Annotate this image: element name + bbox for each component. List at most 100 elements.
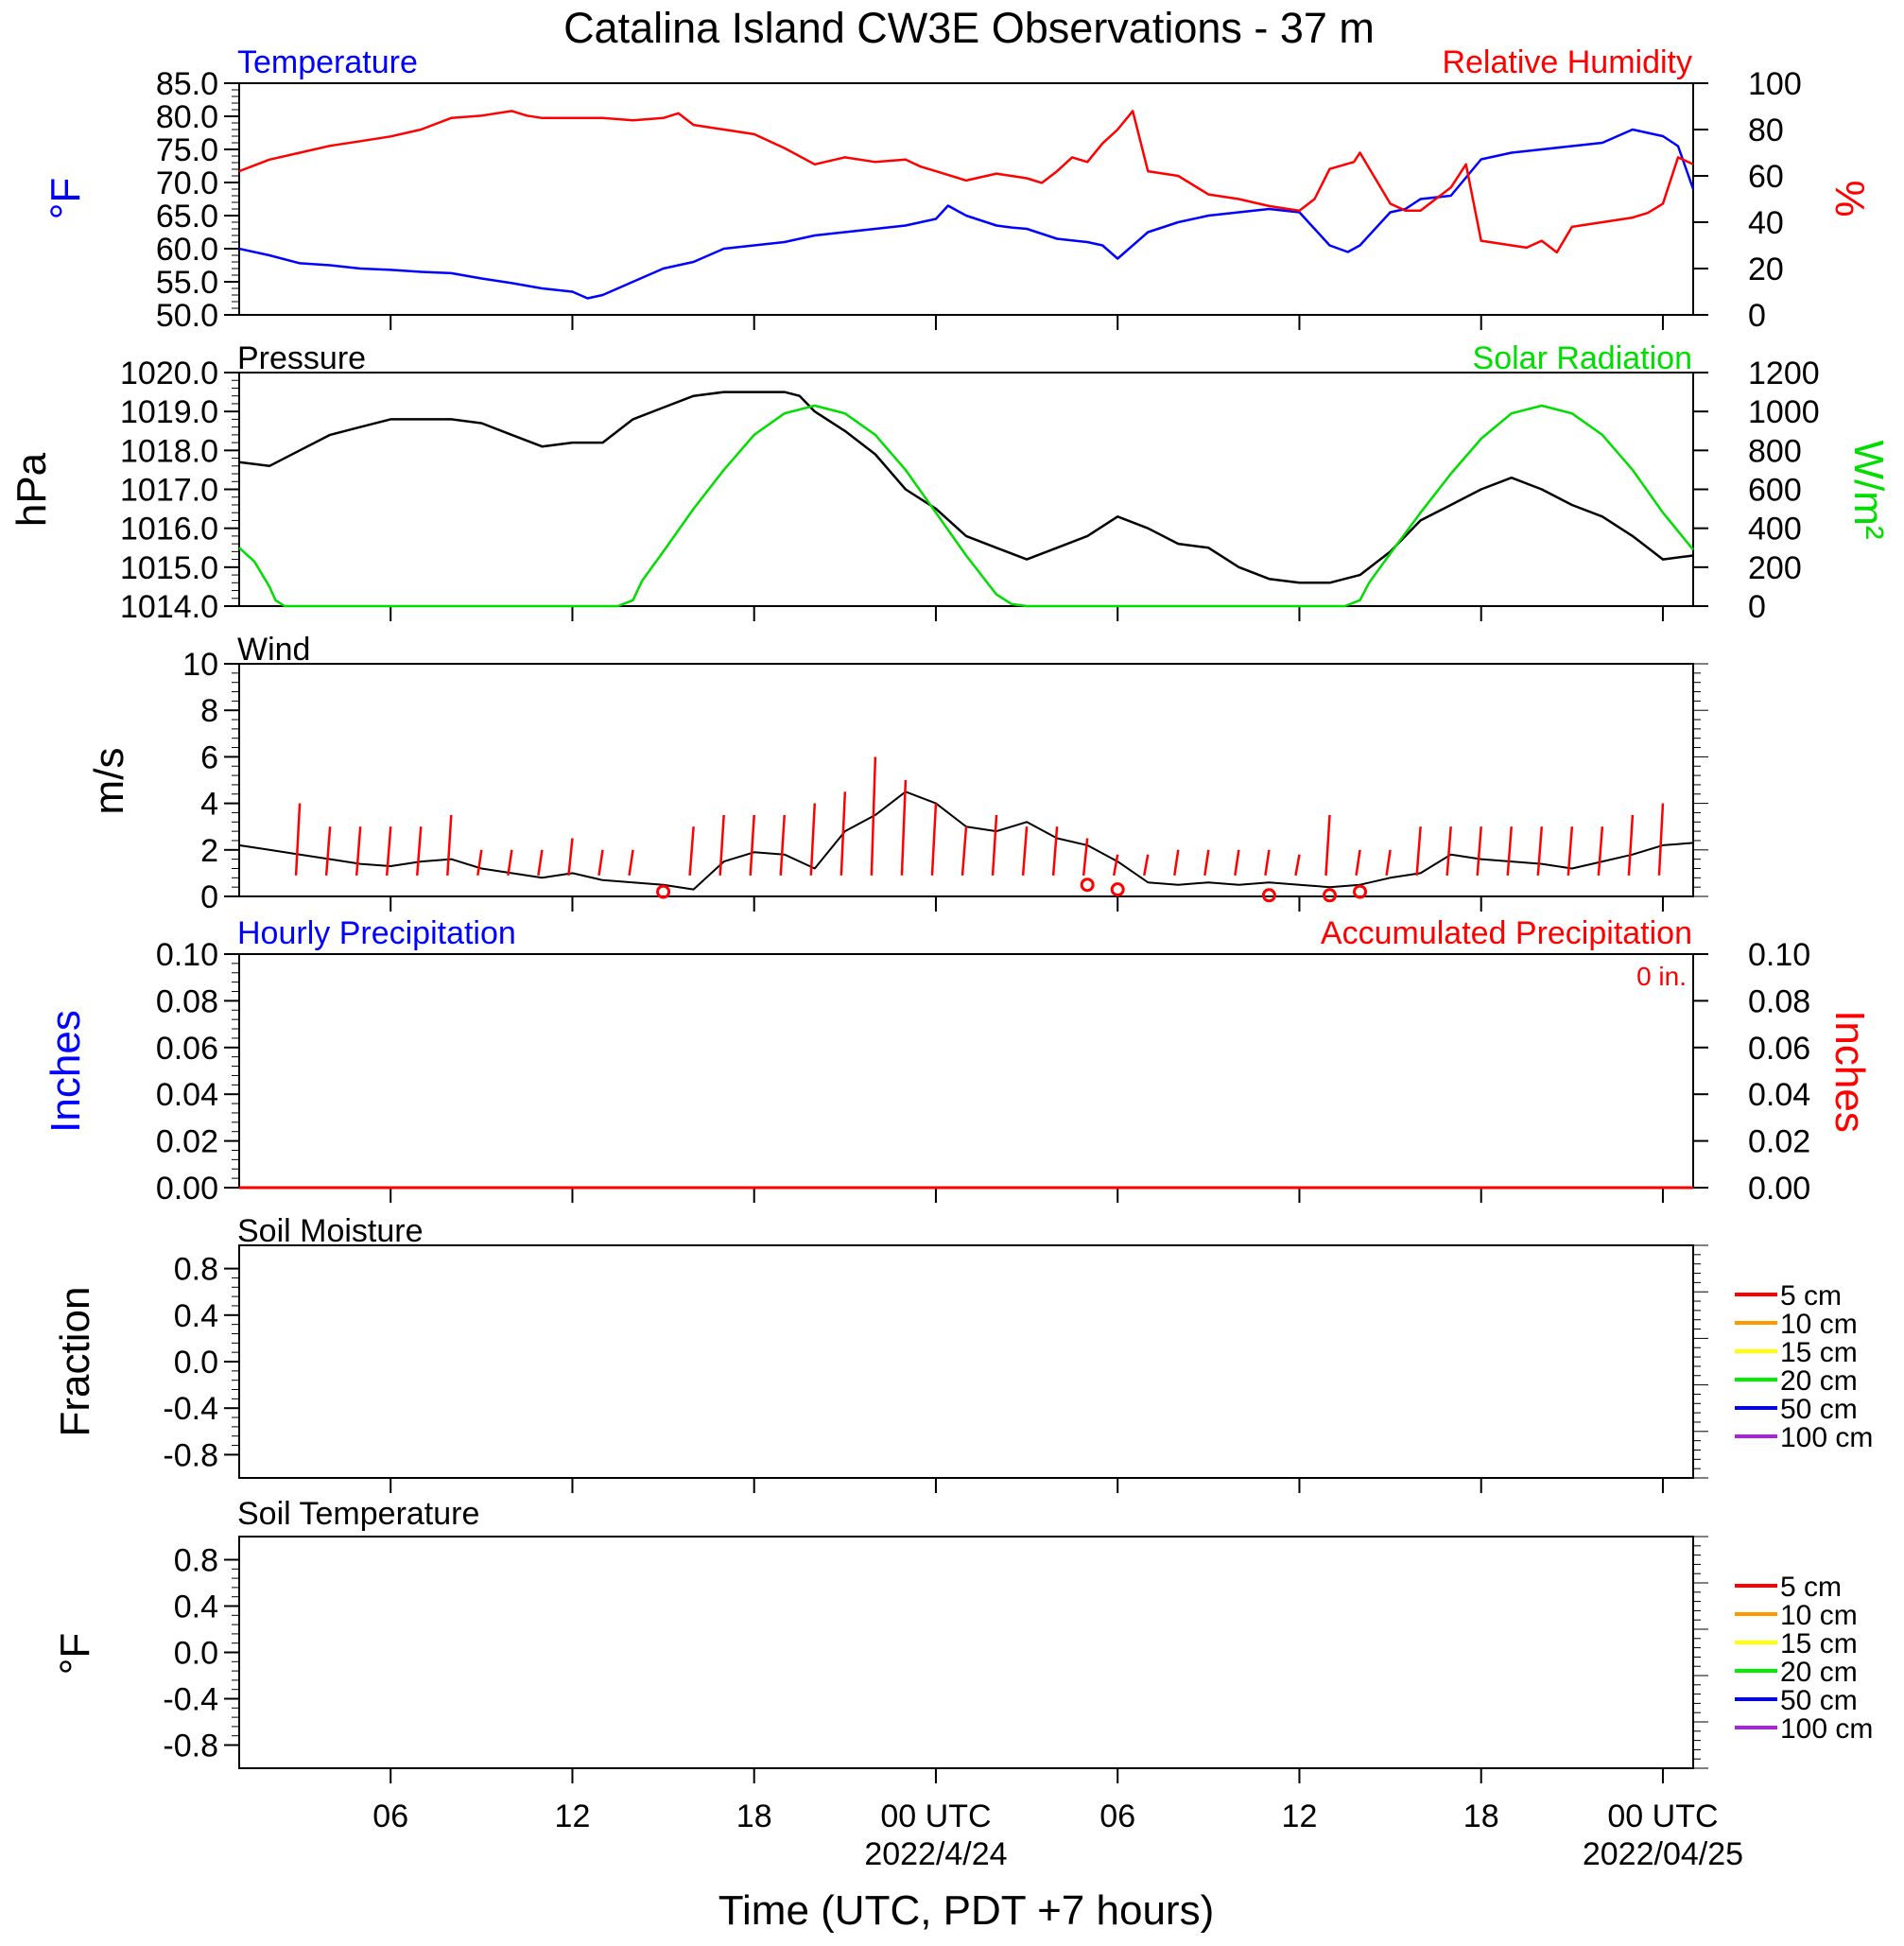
left-tick-label: 65.0 (156, 199, 218, 235)
wind-barb (385, 826, 392, 876)
temperature-line (238, 128, 1695, 300)
x-tick-label: 18 (1463, 1798, 1499, 1834)
legend-label: 100 cm (1780, 1422, 1873, 1453)
right-tick-label: 600 (1748, 473, 1802, 509)
left-tick-label: 1020.0 (120, 356, 218, 391)
legend-label: 100 cm (1780, 1713, 1873, 1745)
pressure-title: Pressure (237, 340, 366, 376)
right-tick-label: 100 (1748, 66, 1802, 102)
left-tick-label: 0.02 (156, 1124, 218, 1160)
wind-barb (870, 756, 877, 876)
panel-frame-1 (238, 82, 1694, 316)
right-tick-label: 20 (1748, 252, 1784, 287)
left-tick-label: 1018.0 (120, 433, 218, 469)
wind-barb (991, 814, 998, 876)
wind-barb (1355, 849, 1361, 877)
wind-barb (1173, 849, 1180, 877)
temperature-title: Temperature (237, 44, 418, 80)
right-tick-label: 60 (1748, 159, 1784, 195)
right-tick-label: 0.06 (1748, 1031, 1810, 1067)
temperature-unit-label: °F (43, 178, 89, 219)
wind-barb (324, 826, 332, 876)
accum-precip-total: 0 in. (1636, 962, 1687, 991)
wind-barb (1021, 826, 1029, 876)
right-tick-label: 1000 (1748, 394, 1820, 430)
wind-barb (1051, 826, 1059, 876)
wind-barb (1082, 838, 1089, 876)
right-tick-label: 1200 (1748, 356, 1820, 391)
wind-title: Wind (237, 632, 310, 668)
wind-barb (749, 814, 755, 876)
pressure-unit-label: hPa (9, 452, 55, 527)
pressure-line (238, 391, 1694, 584)
panel-frame-2 (238, 372, 1694, 607)
left-tick-label: 6 (200, 739, 218, 775)
left-tick-label: 1016.0 (120, 512, 218, 547)
left-tick-label: 55.0 (156, 265, 218, 301)
wind-barb (718, 814, 725, 876)
x-tick-label: 18 (736, 1798, 772, 1834)
x-date-label: 2022/04/25 (1583, 1836, 1743, 1872)
wind-barb (961, 826, 968, 876)
x-tick-label: 06 (1099, 1798, 1135, 1834)
wind-barb (1234, 849, 1240, 877)
left-tick-label: 8 (200, 693, 218, 729)
left-tick-label: 0.00 (156, 1171, 218, 1207)
wind-barb (294, 803, 302, 876)
x-axis-label: Time (UTC, PDT +7 hours) (718, 1887, 1214, 1934)
soil-temperature-title: Soil Temperature (237, 1496, 479, 1532)
wind-barb (537, 849, 544, 877)
panel-frame-4 (238, 953, 1694, 1189)
wind-barb (1597, 826, 1604, 876)
legend-label: 20 cm (1780, 1657, 1858, 1688)
wind-barb (1476, 826, 1482, 876)
calm-wind-marker (1353, 884, 1368, 899)
wind-barb (1264, 849, 1271, 877)
legend-label: 10 cm (1780, 1600, 1858, 1631)
humidity-line (238, 110, 1694, 254)
right-tick-label: 800 (1748, 433, 1802, 469)
legend-label: 10 cm (1780, 1309, 1858, 1340)
left-tick-label: 0.4 (174, 1590, 218, 1625)
wind-barb (688, 826, 695, 876)
calm-wind-marker (1261, 888, 1276, 903)
legend-label: 15 cm (1780, 1337, 1858, 1368)
wind-barb (1536, 826, 1544, 876)
left-tick-label: 0 (200, 879, 218, 915)
right-tick-label: 80 (1748, 113, 1784, 148)
left-tick-label: 1014.0 (120, 589, 218, 625)
wind-barb (1324, 814, 1331, 876)
right-tick-label: 0 (1748, 589, 1766, 625)
left-tick-label: 0.8 (174, 1543, 218, 1579)
left-tick-label: 80.0 (156, 99, 218, 135)
hourly-precip-title: Hourly Precipitation (237, 915, 516, 951)
soil-temperature-unit-label: °F (52, 1633, 98, 1675)
solar-radiation-line (238, 404, 1694, 608)
left-tick-label: -0.8 (163, 1729, 218, 1764)
left-tick-label: 1019.0 (120, 394, 218, 430)
wind-barb (628, 849, 634, 877)
x-tick-label: 00 UTC (880, 1798, 991, 1834)
right-tick-label: 200 (1748, 550, 1802, 586)
left-tick-label: 4 (200, 787, 218, 823)
left-tick-label: 0.0 (174, 1345, 218, 1381)
wind-barb (1112, 854, 1119, 877)
right-tick-label: 0.10 (1748, 937, 1810, 973)
wind-barb (446, 814, 453, 876)
wind-barb (416, 826, 423, 876)
soil-moisture-title: Soil Moisture (237, 1213, 424, 1249)
x-tick-label: 06 (372, 1798, 408, 1834)
panel-frame-6 (238, 1536, 1694, 1769)
legend-label: 50 cm (1780, 1394, 1858, 1425)
humidity-title: Relative Humidity (1442, 44, 1692, 80)
wind-barb (567, 838, 574, 876)
right-tick-label: 0 (1748, 298, 1766, 334)
wind-unit-label: m/s (86, 748, 132, 815)
legend-label: 5 cm (1780, 1572, 1842, 1603)
x-date-label: 2022/4/24 (864, 1836, 1007, 1872)
wind-barb (476, 849, 483, 877)
x-tick-label: 12 (1282, 1798, 1318, 1834)
left-tick-label: 1017.0 (120, 473, 218, 509)
legend-label: 5 cm (1780, 1280, 1842, 1312)
